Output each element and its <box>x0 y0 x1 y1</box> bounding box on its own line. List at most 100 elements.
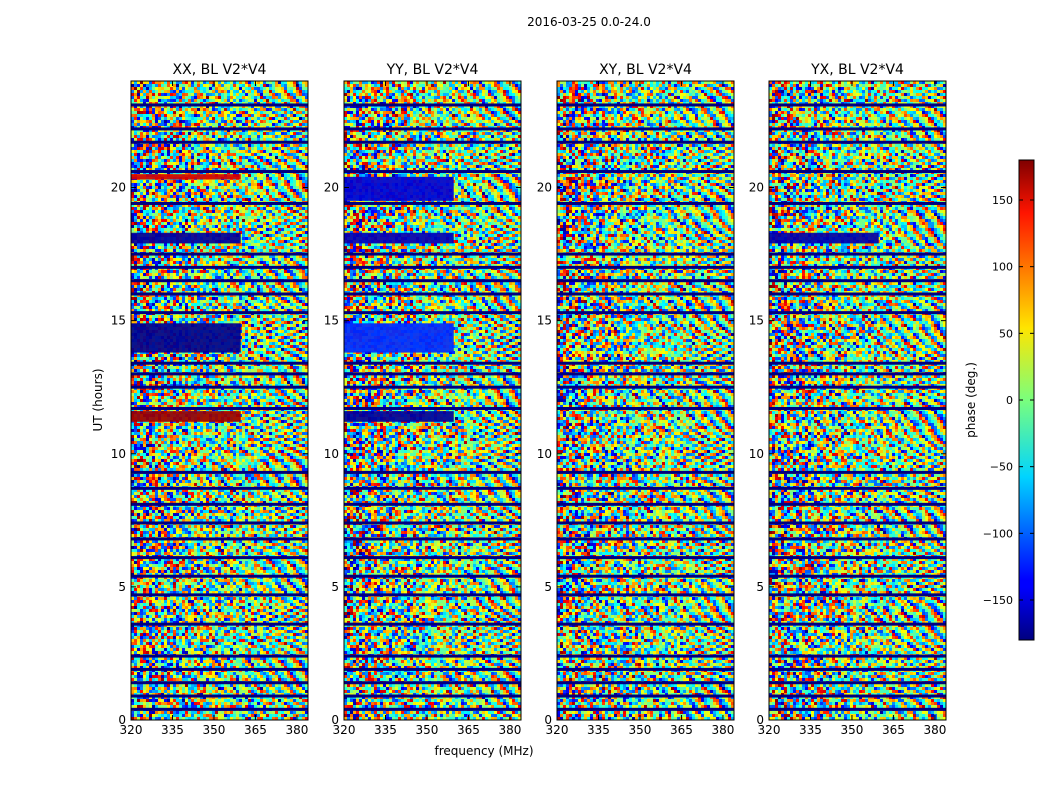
heatmap-cell <box>158 99 161 102</box>
heatmap-cell <box>242 234 245 237</box>
heatmap-cell <box>143 186 146 189</box>
heatmap-cell <box>290 90 293 93</box>
heatmap-cell <box>218 138 221 141</box>
heatmap-cell <box>170 189 173 192</box>
heatmap-cell <box>140 105 143 108</box>
heatmap-cell <box>302 327 305 330</box>
heatmap-cell <box>167 96 170 99</box>
heatmap-cell <box>287 186 290 189</box>
heatmap-cell <box>257 150 260 153</box>
heatmap-cell <box>221 321 224 324</box>
heatmap-cell <box>287 243 290 246</box>
heatmap-cell <box>161 288 164 291</box>
heatmap-cell <box>131 120 134 123</box>
heatmap-cell <box>170 195 173 198</box>
heatmap-cell <box>272 321 275 324</box>
heatmap-cell <box>140 306 143 309</box>
heatmap-cell <box>251 234 254 237</box>
heatmap-cell <box>299 144 302 147</box>
heatmap-cell <box>269 261 272 264</box>
heatmap-cell <box>254 249 257 252</box>
heatmap-cell <box>236 123 239 126</box>
heatmap-cell <box>191 150 194 153</box>
heatmap-cell <box>248 216 251 219</box>
heatmap-cell <box>305 93 308 96</box>
heatmap-cell <box>248 177 251 180</box>
heatmap-cell <box>149 123 152 126</box>
heatmap-cell <box>266 297 269 300</box>
heatmap-cell <box>278 234 281 237</box>
heatmap-cell <box>209 180 212 183</box>
heatmap-cell <box>140 282 143 285</box>
heatmap-cell <box>200 246 203 249</box>
heatmap-cell <box>269 159 272 162</box>
heatmap-cell <box>176 210 179 213</box>
heatmap-cell <box>269 99 272 102</box>
heatmap-cell <box>221 306 224 309</box>
heatmap-cell <box>293 270 296 273</box>
heatmap-cell <box>257 117 260 120</box>
heatmap-cell <box>155 123 158 126</box>
heatmap-cell <box>167 144 170 147</box>
heatmap-cell <box>290 285 293 288</box>
heatmap-cell <box>215 198 218 201</box>
heatmap-cell <box>236 204 239 207</box>
heatmap-cell <box>167 147 170 150</box>
heatmap-cell <box>167 135 170 138</box>
heatmap-cell <box>173 144 176 147</box>
heatmap-cell <box>164 228 167 231</box>
heatmap-cell <box>143 270 146 273</box>
heatmap-cell <box>251 150 254 153</box>
heatmap-cell <box>230 147 233 150</box>
heatmap-cell <box>209 195 212 198</box>
heatmap-cell <box>245 108 248 111</box>
heatmap-cell <box>134 255 137 258</box>
heatmap-cell <box>236 210 239 213</box>
heatmap-cell <box>296 132 299 135</box>
heatmap-cell <box>215 222 218 225</box>
heatmap-cell <box>140 192 143 195</box>
heatmap-cell <box>194 180 197 183</box>
heatmap-cell <box>272 99 275 102</box>
heatmap-cell <box>239 84 242 87</box>
heatmap-cell <box>167 183 170 186</box>
heatmap-cell <box>272 120 275 123</box>
heatmap-cell <box>140 168 143 171</box>
heatmap-cell <box>161 129 164 132</box>
heatmap-cell <box>149 309 152 312</box>
heatmap-cell <box>257 285 260 288</box>
heatmap-cell <box>251 309 254 312</box>
heatmap-cell <box>143 276 146 279</box>
heatmap-cell <box>155 87 158 90</box>
heatmap-cell <box>158 207 161 210</box>
heatmap-cell <box>209 288 212 291</box>
heatmap-cell <box>293 315 296 318</box>
heatmap-cell <box>269 129 272 132</box>
heatmap-cell <box>188 195 191 198</box>
heatmap-cell <box>182 270 185 273</box>
heatmap-cell <box>215 129 218 132</box>
heatmap-cell <box>257 180 260 183</box>
heatmap-cell <box>185 207 188 210</box>
heatmap-cell <box>170 231 173 234</box>
heatmap-cell <box>284 318 287 321</box>
heatmap-cell <box>272 237 275 240</box>
heatmap-cell <box>215 258 218 261</box>
heatmap-cell <box>206 222 209 225</box>
heatmap-cell <box>185 105 188 108</box>
heatmap-cell <box>275 240 278 243</box>
heatmap-cell <box>266 288 269 291</box>
heatmap-cell <box>173 246 176 249</box>
heatmap-cell <box>236 297 239 300</box>
heatmap-cell <box>215 246 218 249</box>
heatmap-cell <box>296 258 299 261</box>
heatmap-cell <box>164 195 167 198</box>
heatmap-cell <box>242 135 245 138</box>
heatmap-cell <box>272 183 275 186</box>
heatmap-cell <box>242 213 245 216</box>
heatmap-cell <box>254 327 257 330</box>
heatmap-cell <box>227 258 230 261</box>
heatmap-cell <box>179 300 182 303</box>
heatmap-cell <box>254 276 257 279</box>
heatmap-cell <box>197 321 200 324</box>
